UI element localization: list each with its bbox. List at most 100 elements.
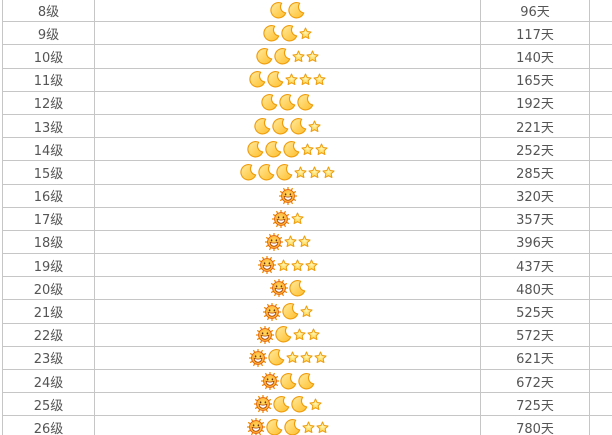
sun-icon — [278, 186, 297, 205]
extra-cell — [589, 345, 612, 371]
extra-cell — [589, 137, 612, 162]
extra-cell — [589, 206, 612, 231]
icons-cell — [94, 67, 481, 92]
extra-cell — [589, 160, 612, 185]
moon-icon — [283, 140, 300, 158]
moon-icon — [276, 164, 293, 181]
level-cell: 25级 — [2, 392, 95, 417]
days-cell: 96天 — [480, 0, 590, 23]
days-cell: 525天 — [480, 299, 590, 324]
star-icon — [308, 166, 321, 178]
icons-cell — [94, 183, 481, 208]
icons-cell — [94, 44, 481, 69]
moon-icon — [267, 71, 284, 88]
sun-icon — [269, 279, 288, 298]
sun-icon — [257, 256, 276, 275]
days-cell: 357天 — [480, 206, 590, 231]
extra-cell — [589, 229, 612, 255]
table-row: 11级 165天 — [2, 67, 612, 92]
level-cell: 11级 — [2, 67, 95, 92]
icons-cell — [94, 322, 481, 347]
moon-icon — [297, 372, 314, 390]
days-cell: 165天 — [480, 67, 590, 92]
moon-icon — [240, 164, 257, 181]
icons-cell — [94, 21, 481, 46]
extra-cell — [589, 276, 612, 301]
star-icon — [283, 235, 297, 248]
moon-icon — [297, 94, 314, 111]
star-icon — [297, 235, 311, 248]
table-row: 14级 252天 — [2, 137, 612, 162]
days-cell: 621天 — [480, 345, 590, 371]
days-cell: 117天 — [480, 21, 590, 46]
moon-icon — [290, 117, 307, 134]
moon-icon — [288, 1, 305, 19]
moon-icon — [249, 71, 266, 88]
moon-icon — [258, 164, 275, 181]
extra-cell — [589, 253, 612, 278]
icons-cell — [94, 137, 481, 162]
star-icon — [315, 143, 328, 155]
star-icon — [301, 143, 314, 155]
extra-cell — [589, 44, 612, 69]
star-icon — [276, 259, 290, 271]
level-cell: 23级 — [2, 345, 95, 371]
icons-cell — [94, 160, 481, 185]
days-cell: 221天 — [480, 113, 590, 139]
table-row: 19级 437天 — [2, 253, 612, 278]
days-cell: 572天 — [480, 322, 590, 347]
star-icon — [306, 50, 319, 63]
moon-icon — [265, 419, 282, 435]
moon-icon — [288, 279, 305, 297]
days-cell: 780天 — [480, 415, 590, 435]
icons-cell — [94, 276, 481, 301]
star-icon — [299, 27, 312, 39]
extra-cell — [589, 183, 612, 208]
moon-icon — [281, 24, 298, 42]
star-icon — [285, 351, 299, 364]
level-cell: 24级 — [2, 368, 95, 394]
sun-icon — [248, 348, 267, 367]
table-row: 20级 480天 — [2, 276, 612, 301]
icons-cell — [94, 299, 481, 324]
table-row: 16级 320天 — [2, 183, 612, 208]
icons-cell — [94, 253, 481, 278]
star-icon — [294, 166, 307, 178]
moon-icon — [272, 117, 289, 134]
table-row: 22级 572天 — [2, 322, 612, 347]
star-icon — [292, 50, 305, 63]
level-cell: 10级 — [2, 44, 95, 69]
moon-icon — [254, 117, 271, 134]
days-cell: 480天 — [480, 276, 590, 301]
moon-icon — [265, 140, 282, 158]
level-cell: 20级 — [2, 276, 95, 301]
moon-icon — [272, 395, 289, 413]
icons-cell — [94, 345, 481, 371]
sun-icon — [260, 372, 279, 391]
sun-icon — [262, 302, 281, 321]
extra-cell — [589, 67, 612, 92]
sun-icon — [264, 232, 283, 251]
table-row: 24级 672天 — [2, 368, 612, 394]
star-icon — [299, 351, 313, 364]
icons-cell — [94, 368, 481, 394]
star-icon — [322, 166, 335, 178]
extra-cell — [589, 90, 612, 115]
extra-cell — [589, 299, 612, 324]
icons-cell — [94, 415, 481, 435]
icons-cell — [94, 229, 481, 255]
icons-cell — [94, 90, 481, 115]
moon-icon — [281, 303, 298, 320]
days-cell: 320天 — [480, 183, 590, 208]
moon-icon — [279, 94, 296, 111]
moon-icon — [261, 94, 278, 111]
table-row: 18级 396天 — [2, 229, 612, 255]
table-row: 10级 140天 — [2, 44, 612, 69]
star-icon — [299, 305, 313, 318]
star-icon — [308, 398, 322, 410]
star-icon — [290, 259, 304, 271]
extra-cell — [589, 322, 612, 347]
icons-cell — [94, 113, 481, 139]
